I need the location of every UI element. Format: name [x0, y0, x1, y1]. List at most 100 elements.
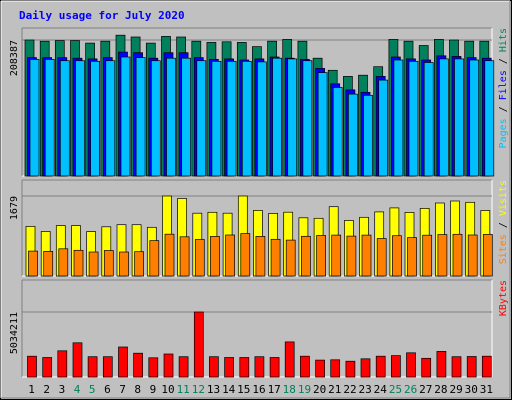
panel-hits-files-pages: 208387 Pages / Files / Hits: [9, 27, 509, 177]
bar-kbytes-day-14: [224, 357, 234, 378]
bar-pages-day-20: [317, 72, 328, 177]
bar-sites-day-9: [149, 240, 160, 277]
x-tick-label: 26: [404, 383, 417, 396]
bar-kbytes-day-9: [148, 357, 159, 378]
bar-kbytes-day-21: [330, 359, 341, 378]
x-tick-label: 24: [374, 383, 388, 396]
bar-pages-day-22: [348, 93, 358, 177]
bar-pages-day-15: [241, 60, 252, 177]
bar-pages-day-23: [363, 94, 373, 177]
x-tick-label: 29: [449, 383, 462, 396]
bar-kbytes-day-27: [421, 357, 432, 378]
x-tick-label: 4: [74, 383, 81, 396]
bar-pages-day-31: [484, 60, 495, 177]
x-tick-label: 23: [358, 383, 371, 396]
bar-sites-day-11: [179, 236, 190, 277]
bar-pages-day-10: [166, 57, 176, 177]
legend-separator: /: [498, 216, 509, 234]
bar-pages-day-16: [257, 61, 267, 177]
bar-kbytes-day-26: [406, 352, 416, 378]
bar-sites-day-22: [346, 235, 357, 277]
bar-sites-day-17: [270, 238, 281, 277]
x-tick-label: 15: [237, 383, 250, 396]
bar-sites-day-21: [331, 234, 342, 277]
bar-kbytes-day-6: [102, 356, 113, 378]
y-max-label: 208387: [9, 40, 20, 76]
bar-sites-day-15: [240, 233, 251, 277]
panel-visits-sites: 1679 Sites / Visits: [9, 179, 509, 277]
bar-kbytes-day-5: [87, 356, 98, 378]
bar-kbytes-day-29: [451, 356, 462, 378]
x-tick-label: 11: [177, 383, 190, 396]
bar-kbytes-day-23: [360, 358, 371, 378]
legend-entry-visits: Visits: [498, 180, 509, 216]
bar-sites-day-27: [422, 234, 433, 277]
bar-sites-day-31: [482, 234, 493, 277]
bar-sites-day-19: [301, 235, 311, 277]
legend-visits-sites: Sites / Visits: [498, 180, 509, 264]
bar-pages-day-1: [29, 59, 40, 177]
bar-pages-day-3: [59, 60, 70, 177]
bar-kbytes-day-12: [193, 311, 204, 378]
bar-pages-day-26: [408, 60, 419, 177]
bar-pages-day-28: [439, 58, 449, 177]
x-tick-label: 20: [313, 383, 326, 396]
bar-pages-day-11: [181, 57, 191, 177]
y-max-label: 5034211: [9, 312, 20, 354]
bar-kbytes-day-11: [178, 356, 189, 378]
x-tick-label: 6: [104, 383, 111, 396]
x-tick-label: 27: [419, 383, 432, 396]
legend-hits-files-pages: Pages / Files / Hits: [498, 28, 509, 148]
bar-kbytes-day-16: [254, 356, 265, 378]
legend-entry-files: Files: [498, 70, 509, 100]
x-tick-label: 19: [298, 383, 311, 396]
bar-pages-day-7: [120, 56, 131, 177]
bar-sites-day-29: [452, 233, 463, 277]
x-tick-label: 9: [150, 383, 157, 396]
chart-title: Daily usage for July 2020: [19, 9, 185, 22]
bar-kbytes-day-7: [118, 346, 128, 378]
bar-kbytes-day-20: [315, 359, 325, 378]
bar-pages-day-19: [302, 60, 313, 177]
bar-pages-day-8: [135, 57, 146, 177]
x-tick-label: 22: [343, 383, 356, 396]
legend-entry-pages: Pages: [498, 118, 509, 148]
x-tick-label: 14: [222, 383, 236, 396]
bar-sites-day-25: [392, 235, 402, 277]
x-tick-label: 17: [268, 383, 281, 396]
bar-sites-day-1: [28, 250, 38, 277]
legend-separator: /: [498, 100, 509, 118]
bar-pages-day-18: [287, 58, 298, 177]
bar-pages-day-30: [469, 59, 480, 177]
bar-sites-day-2: [43, 251, 54, 277]
x-tick-label: 21: [328, 383, 341, 396]
legend-entry-hits: Hits: [498, 28, 509, 52]
bar-kbytes-day-24: [375, 355, 386, 378]
bar-sites-day-16: [255, 236, 266, 277]
x-tick-label: 5: [89, 383, 96, 396]
x-tick-label: 28: [434, 383, 447, 396]
bar-sites-day-7: [119, 251, 129, 277]
bar-sites-day-20: [316, 235, 326, 277]
bar-kbytes-day-8: [133, 352, 143, 378]
bar-pages-day-9: [150, 60, 161, 177]
bar-sites-day-13: [210, 236, 220, 277]
bar-kbytes-day-2: [42, 357, 53, 378]
bar-kbytes-day-15: [239, 357, 250, 378]
bar-pages-day-5: [90, 60, 100, 177]
x-tick-label: 7: [119, 383, 126, 396]
bar-kbytes-day-19: [300, 355, 310, 378]
bar-pages-day-21: [332, 87, 343, 177]
x-tick-label: 12: [192, 383, 205, 396]
bar-kbytes-day-13: [209, 356, 219, 378]
bar-kbytes-day-30: [466, 356, 477, 378]
bar-pages-day-29: [454, 58, 464, 177]
bar-kbytes-day-4: [72, 342, 83, 378]
bar-kbytes-day-1: [27, 355, 37, 378]
x-tick-label: 31: [480, 383, 493, 396]
bar-sites-day-12: [194, 239, 205, 277]
x-tick-label: 13: [207, 383, 220, 396]
x-tick-label: 25: [389, 383, 402, 396]
bar-sites-day-18: [285, 239, 296, 277]
